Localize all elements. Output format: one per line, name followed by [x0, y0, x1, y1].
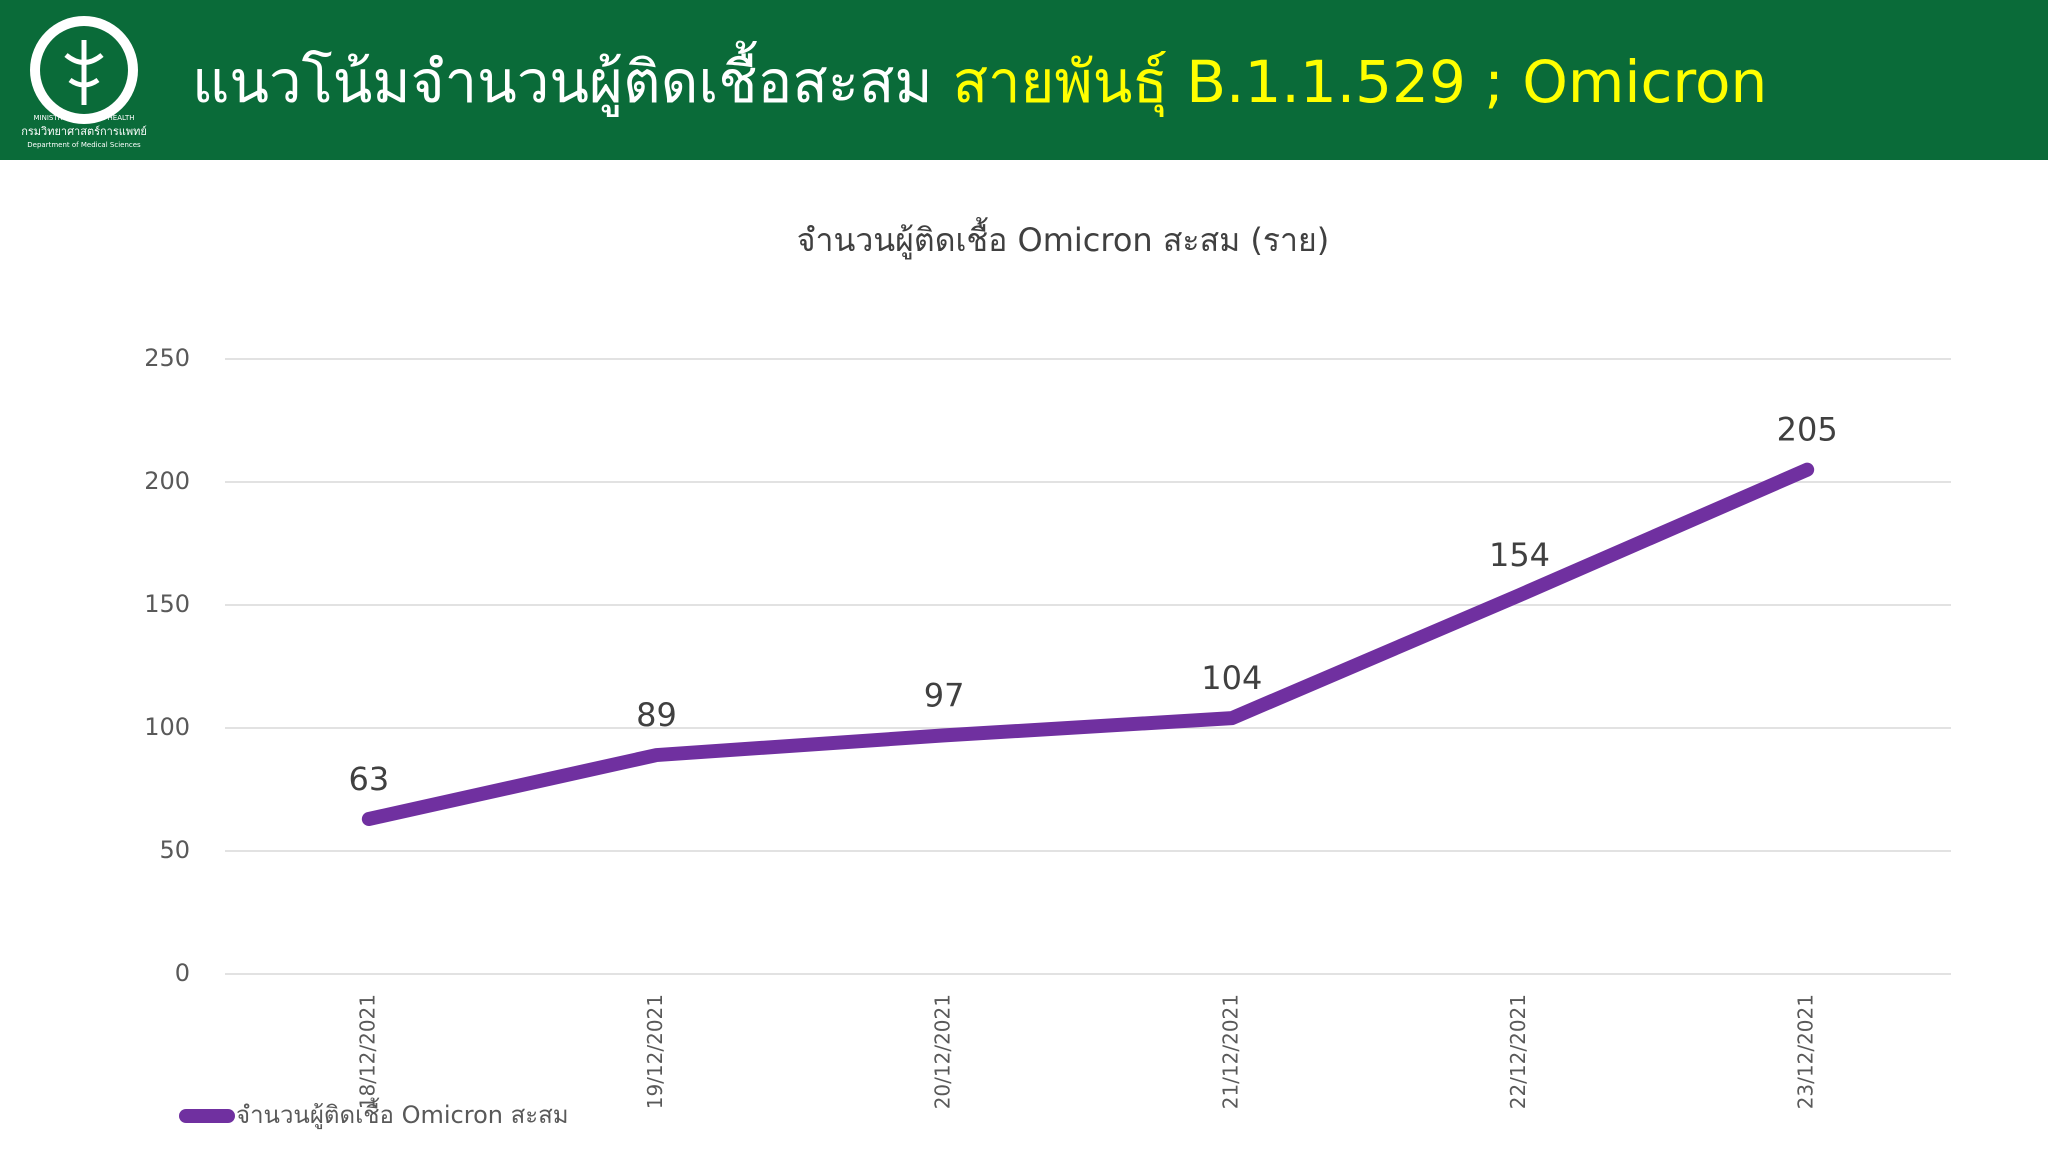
data-label: 154	[1489, 536, 1550, 574]
header-band	[0, 0, 2048, 160]
y-tick-label: 0	[175, 959, 190, 987]
x-tick-label: 19/12/2021	[643, 994, 667, 1109]
logo: MINISTRY OF PUBLIC HEALTH กรมวิทยาศาสตร์…	[21, 16, 147, 149]
x-tick-label: 21/12/2021	[1218, 994, 1242, 1109]
data-label: 63	[348, 760, 389, 798]
x-tick-label: 18/12/2021	[355, 994, 379, 1109]
logo-caption-en: Department of Medical Sciences	[27, 141, 141, 149]
legend-label: จำนวนผู้ติดเชื้อ Omicron สะสม	[236, 1097, 569, 1130]
title-main: แนวโน้มจำนวนผู้ติดเชื้อสะสม	[192, 41, 933, 117]
y-tick-label: 50	[159, 836, 190, 864]
y-tick-label: 200	[144, 467, 190, 495]
data-label: 205	[1777, 411, 1838, 449]
title-highlight: สายพันธุ์ B.1.1.529 ; Omicron	[953, 48, 1768, 118]
header-title: แนวโน้มจำนวนผู้ติดเชื้อสะสม สายพันธุ์ B.1…	[192, 41, 1767, 118]
x-tick-label: 22/12/2021	[1506, 994, 1530, 1109]
logo-emblem	[64, 40, 104, 105]
y-tick-label: 250	[144, 344, 190, 372]
y-tick-label: 100	[144, 713, 190, 741]
logo-text: MINISTRY OF PUBLIC HEALTH	[34, 114, 135, 122]
data-line	[361, 462, 1815, 827]
data-label: 104	[1201, 659, 1262, 697]
x-tick-label: 20/12/2021	[931, 994, 955, 1109]
x-tick-label: 23/12/2021	[1794, 994, 1818, 1109]
data-label: 89	[636, 696, 677, 734]
data-label: 97	[924, 676, 965, 714]
logo-caption: กรมวิทยาศาสตร์การแพทย์	[21, 125, 147, 138]
y-tick-label: 150	[144, 590, 190, 618]
chart-title: จำนวนผู้ติดเชื้อ Omicron สะสม (ราย)	[797, 217, 1330, 260]
